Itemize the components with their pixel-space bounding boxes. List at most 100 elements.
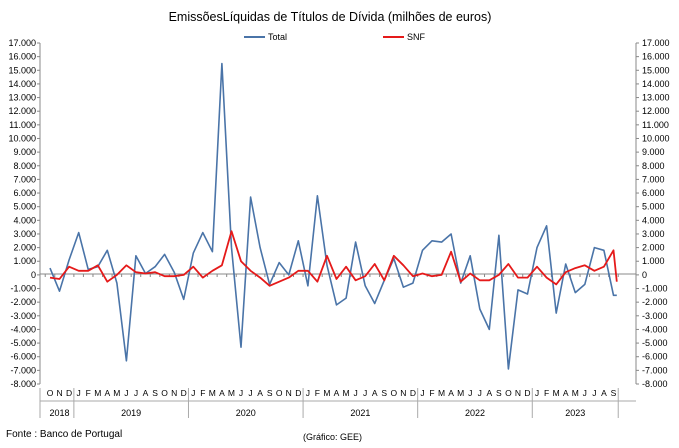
month-label: O bbox=[505, 388, 512, 398]
month-label: J bbox=[77, 388, 81, 398]
y-tick-label-left: 4.000 bbox=[13, 215, 36, 225]
y-tick-label-left: 3.000 bbox=[13, 229, 36, 239]
month-label: D bbox=[66, 388, 72, 398]
credit-note: (Gráfico: GEE) bbox=[303, 432, 363, 442]
month-label: M bbox=[553, 388, 560, 398]
y-tick-label-right: 0 bbox=[642, 270, 647, 280]
month-label: O bbox=[390, 388, 397, 398]
month-label: J bbox=[306, 388, 310, 398]
series-line-snf bbox=[49, 230, 618, 287]
legend-label-snf: SNF bbox=[407, 32, 426, 42]
month-label: M bbox=[343, 388, 350, 398]
year-label: 2022 bbox=[465, 408, 485, 418]
month-label: S bbox=[267, 388, 273, 398]
month-label: A bbox=[601, 388, 607, 398]
chart-legend: Total SNF bbox=[244, 32, 426, 42]
month-label: J bbox=[239, 388, 243, 398]
y-tick-label-right: -3.000 bbox=[642, 311, 668, 321]
month-label: J bbox=[124, 388, 128, 398]
month-label: A bbox=[372, 388, 378, 398]
month-label: S bbox=[381, 388, 387, 398]
y-tick-label-right: 6.000 bbox=[642, 188, 665, 198]
y-tick-label-right: 14.000 bbox=[642, 79, 670, 89]
series-line-total bbox=[49, 62, 617, 370]
y-tick-label-left: 2.000 bbox=[13, 243, 36, 253]
y-tick-label-right: -1.000 bbox=[642, 284, 668, 294]
month-label: J bbox=[592, 388, 596, 398]
y-tick-label-right: 16.000 bbox=[642, 52, 670, 62]
month-label: M bbox=[113, 388, 120, 398]
year-label: 2021 bbox=[350, 408, 370, 418]
year-label: 2020 bbox=[236, 408, 256, 418]
month-label: J bbox=[191, 388, 195, 398]
year-label: 2018 bbox=[50, 408, 70, 418]
y-tick-label-left: 13.000 bbox=[8, 93, 36, 103]
month-label: M bbox=[323, 388, 330, 398]
y-tick-label-left: 7.000 bbox=[13, 174, 36, 184]
month-label: M bbox=[457, 388, 464, 398]
y-tick-label-left: -2.000 bbox=[10, 297, 36, 307]
y-tick-label-left: 12.000 bbox=[8, 106, 36, 116]
month-label: F bbox=[544, 388, 549, 398]
month-label: D bbox=[295, 388, 301, 398]
month-label: N bbox=[286, 388, 292, 398]
y-tick-label-right: 17.000 bbox=[642, 38, 670, 48]
month-label: J bbox=[363, 388, 367, 398]
y-tick-label-left: 9.000 bbox=[13, 147, 36, 157]
y-tick-label-right: 5.000 bbox=[642, 202, 665, 212]
y-tick-label-left: -3.000 bbox=[10, 311, 36, 321]
month-label: A bbox=[257, 388, 263, 398]
month-label: J bbox=[535, 388, 539, 398]
chart-axes: -8.000 -8.000 -7.000 -7.000 -6.000 -6.000 -5.0… bbox=[8, 38, 670, 418]
y-tick-label-left: -5.000 bbox=[10, 338, 36, 348]
legend-label-total: Total bbox=[268, 32, 287, 42]
y-tick-label-right: 13.000 bbox=[642, 93, 670, 103]
y-tick-label-left: -8.000 bbox=[10, 379, 36, 389]
month-label: M bbox=[438, 388, 445, 398]
month-label: F bbox=[86, 388, 91, 398]
y-tick-label-left: 17.000 bbox=[8, 38, 36, 48]
y-tick-label-left: 0 bbox=[31, 270, 36, 280]
chart-plot-area bbox=[49, 62, 618, 370]
month-label: A bbox=[563, 388, 569, 398]
y-tick-label-left: 15.000 bbox=[8, 65, 36, 75]
y-tick-label-left: 11.000 bbox=[9, 120, 36, 130]
chart-title: EmissõesLíquidas de Títulos de Dívida (m… bbox=[169, 10, 492, 24]
y-tick-label-right: 2.000 bbox=[642, 243, 665, 253]
month-label: F bbox=[315, 388, 320, 398]
y-tick-label-right: -8.000 bbox=[642, 379, 668, 389]
month-label: J bbox=[468, 388, 472, 398]
y-tick-label-right: -7.000 bbox=[642, 365, 668, 375]
month-label: S bbox=[496, 388, 502, 398]
month-label: J bbox=[478, 388, 482, 398]
y-tick-label-right: 8.000 bbox=[642, 161, 665, 171]
y-tick-label-right: 15.000 bbox=[642, 65, 670, 75]
month-label: M bbox=[209, 388, 216, 398]
y-tick-label-right: -6.000 bbox=[642, 352, 668, 362]
month-label: M bbox=[228, 388, 235, 398]
month-label: A bbox=[104, 388, 110, 398]
y-tick-label-right: -4.000 bbox=[642, 324, 668, 334]
y-tick-label-left: 6.000 bbox=[13, 188, 36, 198]
month-label: M bbox=[572, 388, 579, 398]
month-label: J bbox=[134, 388, 138, 398]
month-label: A bbox=[219, 388, 225, 398]
y-tick-label-left: -4.000 bbox=[10, 324, 36, 334]
month-label: J bbox=[248, 388, 252, 398]
y-tick-label-left: 16.000 bbox=[8, 52, 36, 62]
y-tick-label-left: 10.000 bbox=[8, 133, 36, 143]
y-tick-label-right: 12.000 bbox=[642, 106, 670, 116]
y-tick-label-right: 11.000 bbox=[642, 120, 669, 130]
month-label: N bbox=[171, 388, 177, 398]
y-tick-label-right: 9.000 bbox=[642, 147, 665, 157]
y-tick-label-right: 7.000 bbox=[642, 174, 665, 184]
month-label: O bbox=[47, 388, 54, 398]
month-label: N bbox=[515, 388, 521, 398]
y-tick-label-left: -6.000 bbox=[10, 352, 36, 362]
y-tick-label-right: -2.000 bbox=[642, 297, 668, 307]
month-label: N bbox=[56, 388, 62, 398]
year-label: 2019 bbox=[121, 408, 141, 418]
y-tick-label-right: -5.000 bbox=[642, 338, 668, 348]
month-label: N bbox=[400, 388, 406, 398]
